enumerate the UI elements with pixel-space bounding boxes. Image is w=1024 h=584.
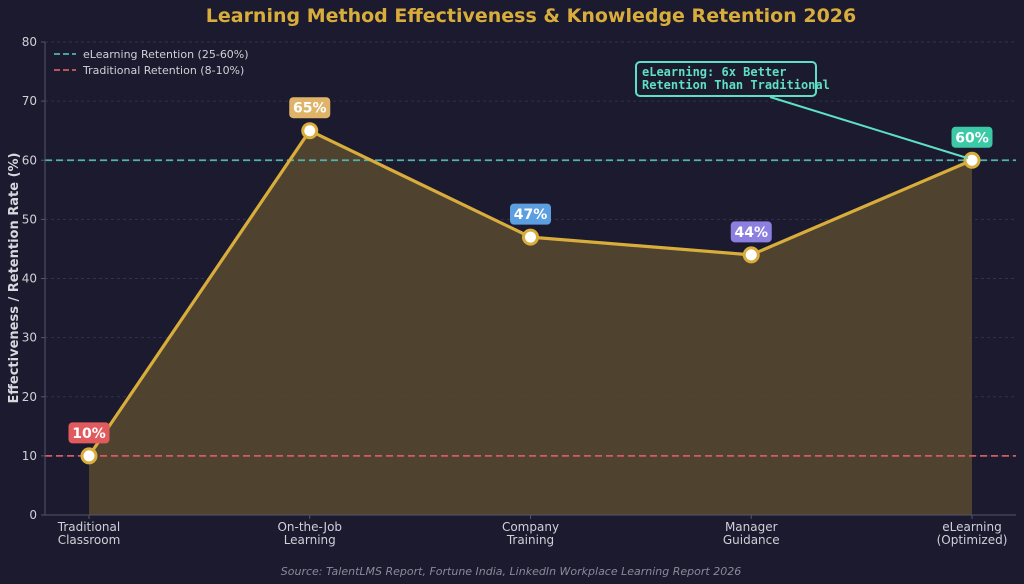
x-tick-label-line: Traditional bbox=[57, 520, 120, 534]
value-label: 60% bbox=[955, 130, 989, 146]
value-label: 47% bbox=[514, 207, 548, 223]
y-axis-label: Effectiveness / Retention Rate (%) bbox=[7, 153, 22, 404]
y-tick-label: 10 bbox=[22, 449, 37, 463]
y-tick-label: 80 bbox=[22, 35, 37, 49]
x-tick-label: On-the-Job Learning bbox=[277, 520, 342, 547]
marks bbox=[80, 122, 981, 465]
chart-title: Learning Method Effectiveness & Knowledg… bbox=[206, 5, 857, 27]
x-tick-label-line: eLearning bbox=[942, 520, 1001, 534]
x-tick-label: Company Training bbox=[502, 520, 559, 547]
value-label-badge bbox=[951, 126, 993, 148]
y-tick-label: 60 bbox=[22, 153, 37, 167]
x-tick-label: eLearning (Optimized) bbox=[937, 520, 1008, 547]
annotation-arrow bbox=[769, 96, 969, 160]
x-tick-label-line: On-the-Job bbox=[277, 520, 342, 534]
legend: eLearning Retention (25-60%) Traditional … bbox=[54, 48, 249, 77]
x-tick-label-line: Company bbox=[502, 520, 559, 534]
y-tick-label: 70 bbox=[22, 94, 37, 108]
value-labels: 10% 65% 47% 44% 60% bbox=[68, 97, 993, 444]
annotation-text: eLearning: 6x Better bbox=[642, 65, 787, 79]
value-label: 44% bbox=[734, 225, 768, 241]
x-tick-label-line: Learning bbox=[284, 533, 336, 547]
annotation-box bbox=[635, 61, 817, 97]
annotation-text: Retention Than Traditional bbox=[642, 78, 830, 92]
source-note: Source: TalentLMS Report, Fortune India,… bbox=[281, 565, 741, 578]
data-point bbox=[301, 122, 319, 140]
legend-label: Traditional Retention (8-10%) bbox=[82, 64, 244, 77]
y-tick-label: 30 bbox=[22, 331, 37, 345]
x-tick-label-line: Classroom bbox=[58, 533, 121, 547]
value-label-badge bbox=[510, 203, 551, 225]
axes: 0 10 20 30 40 50 60 70 80 Traditional Classroom On-… bbox=[22, 35, 1016, 547]
reference-lines bbox=[45, 159, 1016, 457]
x-tick-label-line: Manager bbox=[725, 520, 778, 534]
value-label: 10% bbox=[72, 426, 106, 442]
y-tick-label: 40 bbox=[22, 272, 37, 286]
area-layer bbox=[89, 130, 972, 515]
data-point bbox=[80, 447, 98, 465]
value-label-badge bbox=[68, 422, 110, 444]
value-label-badge bbox=[289, 97, 331, 119]
data-point bbox=[963, 151, 981, 169]
x-tick-label-line: Guidance bbox=[723, 533, 780, 547]
value-label-badge bbox=[730, 221, 772, 243]
x-tick-label-line: (Optimized) bbox=[937, 533, 1008, 547]
x-tick-label-line: Training bbox=[506, 533, 554, 547]
legend-label: eLearning Retention (25-60%) bbox=[83, 48, 249, 61]
x-tick-label: Manager Guidance bbox=[723, 520, 780, 547]
y-tick-label: 0 bbox=[29, 508, 37, 522]
value-label: 65% bbox=[293, 101, 327, 117]
y-tick-label: 20 bbox=[22, 390, 37, 404]
x-tick-label: Traditional Classroom bbox=[57, 520, 121, 547]
y-tick-label: 50 bbox=[22, 212, 37, 226]
data-point bbox=[742, 246, 760, 264]
area-fill bbox=[89, 130, 972, 515]
data-point bbox=[522, 228, 539, 246]
